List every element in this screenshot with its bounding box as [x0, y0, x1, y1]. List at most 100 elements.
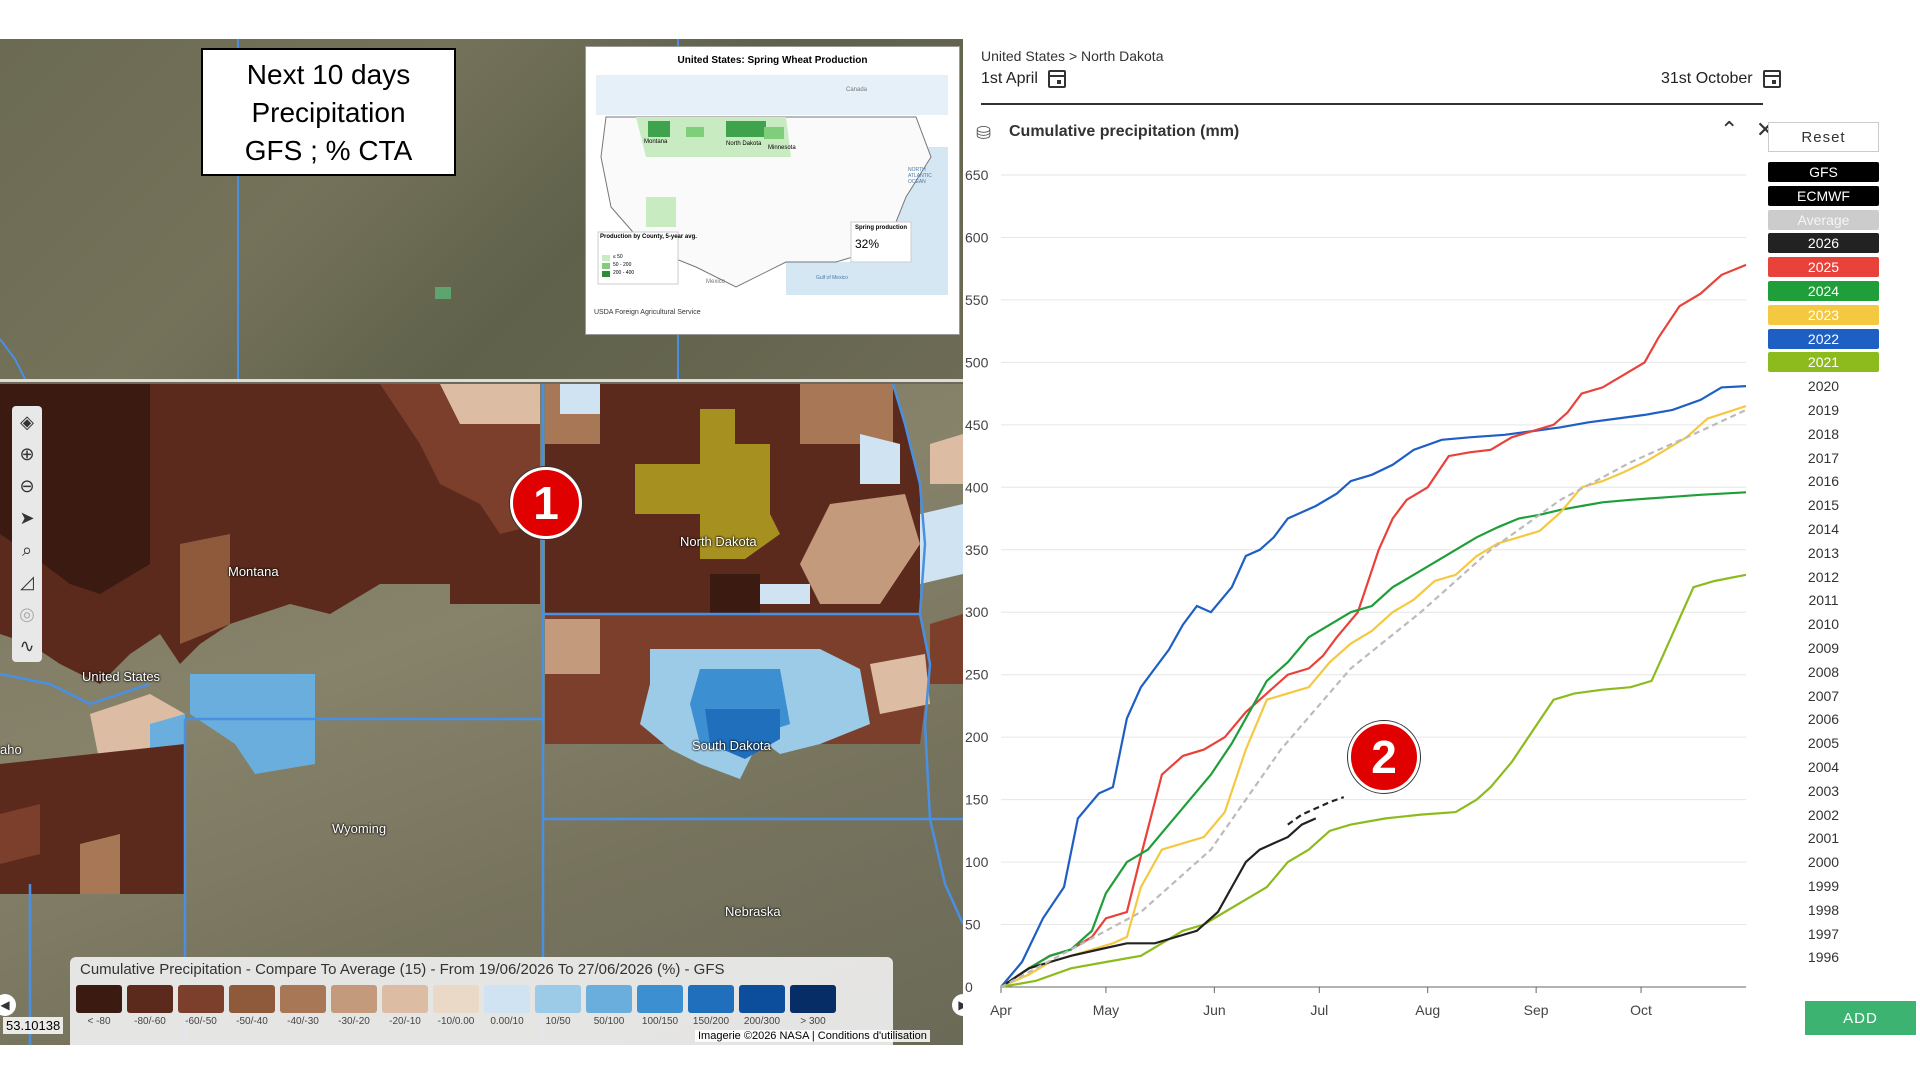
legend-label: 0.00/10: [490, 1016, 524, 1027]
layers-icon[interactable]: ◈: [20, 411, 34, 432]
series-toggle-2016[interactable]: 2016: [1807, 473, 1840, 490]
series-toggle-2019[interactable]: 2019: [1807, 401, 1840, 418]
date-end-picker[interactable]: 31st October: [1661, 70, 1781, 88]
calendar-icon[interactable]: [1762, 70, 1781, 88]
legend-item: 10/50: [535, 985, 581, 1027]
series-line-2026: [1000, 817, 1317, 988]
legend-item: -50/-40: [229, 985, 275, 1027]
legend-label: -20/-10: [389, 1016, 421, 1027]
target-icon[interactable]: ◎: [19, 603, 35, 624]
series-toggle-2013[interactable]: 2013: [1807, 544, 1840, 561]
map-attribution[interactable]: Imagerie ©2026 NASA | Conditions d'utili…: [695, 1030, 930, 1042]
series-toggle-2024[interactable]: 2024: [1768, 280, 1879, 301]
zoom-in-icon[interactable]: ⊕: [19, 443, 35, 464]
map-title-line-2: Precipitation: [251, 97, 406, 128]
series-toggle-2001[interactable]: 2001: [1807, 830, 1840, 847]
inset-us-map: [596, 75, 948, 295]
series-toggle-2004[interactable]: 2004: [1807, 758, 1840, 775]
series-toggle-2006[interactable]: 2006: [1807, 711, 1840, 728]
map-panel[interactable]: Next 10 days Precipitation GFS ; % CTA U…: [0, 39, 963, 1045]
series-toggle-average[interactable]: Average: [1768, 209, 1879, 230]
series-toggle-2026[interactable]: 2026: [1768, 233, 1879, 254]
inset-legend-title: Production by County, 5-year avg.: [600, 234, 697, 240]
spring-wheat-inset-map: United States: Spring Wheat Production: [585, 46, 960, 335]
legend-label: 150/200: [692, 1016, 730, 1027]
legend-item: -60/-50: [178, 985, 224, 1027]
series-toggle-2018[interactable]: 2018: [1807, 425, 1840, 442]
chevron-left-icon[interactable]: ◀: [0, 994, 16, 1016]
series-toggle-2011[interactable]: 2011: [1808, 592, 1839, 609]
series-toggle-2009[interactable]: 2009: [1807, 639, 1840, 656]
chevron-right-icon[interactable]: ▶: [952, 994, 963, 1016]
series-toggle-2005[interactable]: 2005: [1807, 735, 1840, 752]
cursor-coordinates: 53.10138: [3, 1017, 64, 1034]
series-toggle-2008[interactable]: 2008: [1807, 663, 1840, 680]
x-tick-label: Apr: [990, 1002, 1012, 1018]
search-icon[interactable]: ⌕: [21, 539, 33, 560]
inset-label-canada: Canada: [846, 87, 868, 93]
place-label-idaho: aho: [0, 742, 22, 757]
zoom-out-icon[interactable]: ⊖: [19, 475, 35, 496]
series-toggle-2000[interactable]: 2000: [1807, 854, 1840, 871]
series-toggle-2015[interactable]: 2015: [1807, 497, 1840, 514]
satellite-map-bottom[interactable]: ◈ ⊕ ⊖ ➤ ⌕ ◿ ◎ ∿ Montana United States No…: [0, 384, 963, 1045]
inset-note-title: Spring production: [855, 225, 907, 231]
breadcrumb[interactable]: United States > North Dakota: [981, 48, 1164, 64]
satellite-map-top[interactable]: Next 10 days Precipitation GFS ; % CTA U…: [0, 39, 963, 382]
map-title-line-1: Next 10 days: [246, 59, 411, 90]
series-toggle-2025[interactable]: 2025: [1768, 257, 1879, 278]
chart-title: Cumulative precipitation (mm): [1009, 123, 1240, 140]
date-start-picker[interactable]: 1st April: [981, 70, 1066, 88]
calendar-icon[interactable]: [1047, 70, 1066, 88]
collapse-icon[interactable]: ⌃: [1720, 117, 1739, 142]
annotation-marker-2: 2: [1348, 721, 1420, 793]
legend-label: -40/-30: [287, 1016, 319, 1027]
series-toggle-1996[interactable]: 1996: [1807, 949, 1840, 966]
date-range-slider[interactable]: [981, 103, 1763, 105]
legend-item: 200/300: [739, 985, 785, 1027]
series-toggle-2003[interactable]: 2003: [1807, 782, 1840, 799]
legend-swatch: [739, 985, 785, 1013]
series-toggle-1998[interactable]: 1998: [1807, 901, 1840, 918]
add-button[interactable]: ADD: [1805, 1001, 1916, 1035]
y-tick-label: 300: [965, 604, 989, 620]
draw-icon[interactable]: ∿: [19, 635, 35, 656]
series-toggle-2020[interactable]: 2020: [1807, 378, 1840, 395]
legend-item: -80/-60: [127, 985, 173, 1027]
series-toggle-2014[interactable]: 2014: [1807, 520, 1840, 537]
series-toggle-2017[interactable]: 2017: [1807, 449, 1840, 466]
reset-button[interactable]: Reset: [1768, 122, 1879, 152]
series-toggle-ecmwf[interactable]: ECMWF: [1768, 185, 1879, 206]
rain-gauge-icon: ⛁: [976, 123, 992, 143]
series-line-2022: [1000, 385, 1747, 988]
y-tick-label: 400: [965, 479, 989, 495]
date-end-label: 31st October: [1661, 70, 1753, 87]
inset-label-north-dakota: North Dakota: [726, 141, 762, 147]
series-toggle-2012[interactable]: 2012: [1807, 568, 1840, 585]
series-toggle-1999[interactable]: 1999: [1807, 877, 1840, 894]
map-title-box: Next 10 days Precipitation GFS ; % CTA: [201, 48, 456, 176]
y-tick-label: 250: [965, 667, 989, 683]
series-line-gfs: [1287, 796, 1345, 826]
inset-label-mexico: Mexico: [706, 279, 726, 285]
series-toggle-2007[interactable]: 2007: [1807, 687, 1840, 704]
place-label-wyoming: Wyoming: [332, 821, 387, 836]
legend-item: -20/-10: [382, 985, 428, 1027]
measure-icon[interactable]: ◿: [20, 571, 34, 592]
legend-label: -50/-40: [236, 1016, 268, 1027]
series-toggle-2002[interactable]: 2002: [1807, 806, 1840, 823]
legend-label: 50/100: [593, 1016, 625, 1027]
series-toggle-2023[interactable]: 2023: [1768, 304, 1879, 325]
locate-icon[interactable]: ➤: [19, 507, 35, 528]
series-toggle-gfs[interactable]: GFS: [1768, 162, 1879, 182]
legend-swatch: [229, 985, 275, 1013]
legend-swatch: [433, 985, 479, 1013]
inset-legend-item: 200 - 400: [613, 270, 635, 276]
series-toggle-2022[interactable]: 2022: [1768, 328, 1879, 349]
series-toggle-2010[interactable]: 2010: [1807, 616, 1840, 633]
legend-swatch: [637, 985, 683, 1013]
series-toggle-2021[interactable]: 2021: [1768, 352, 1879, 373]
y-tick-label: 50: [965, 917, 981, 933]
legend-item: 100/150: [637, 985, 683, 1027]
series-toggle-1997[interactable]: 1997: [1807, 925, 1840, 942]
